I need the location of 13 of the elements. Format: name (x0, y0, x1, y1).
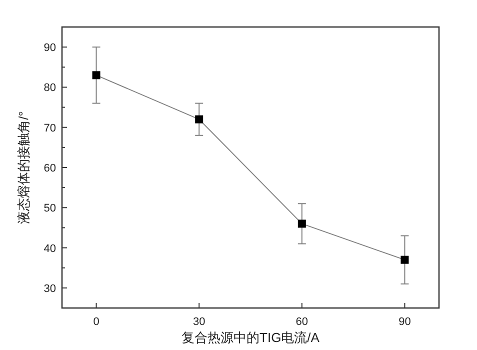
x-tick-label: 30 (192, 316, 206, 328)
x-tick-label: 90 (398, 316, 411, 328)
y-axis-title: 液态熔体的接触角/° (16, 111, 31, 224)
y-tick-label: 40 (44, 242, 56, 255)
y-tick-label: 80 (44, 82, 56, 94)
y-tick-label: 90 (44, 42, 56, 54)
y-tick-label: 30 (44, 282, 56, 295)
y-tick-label: 60 (44, 162, 56, 174)
y-tick-label: 50 (44, 202, 56, 215)
x-tick-label: 0 (93, 316, 100, 328)
y-tick-label: 70 (44, 122, 56, 134)
x-tick-label: 60 (296, 316, 308, 328)
x-axis-title: 复合热源中的TIG电流/A (182, 330, 320, 345)
